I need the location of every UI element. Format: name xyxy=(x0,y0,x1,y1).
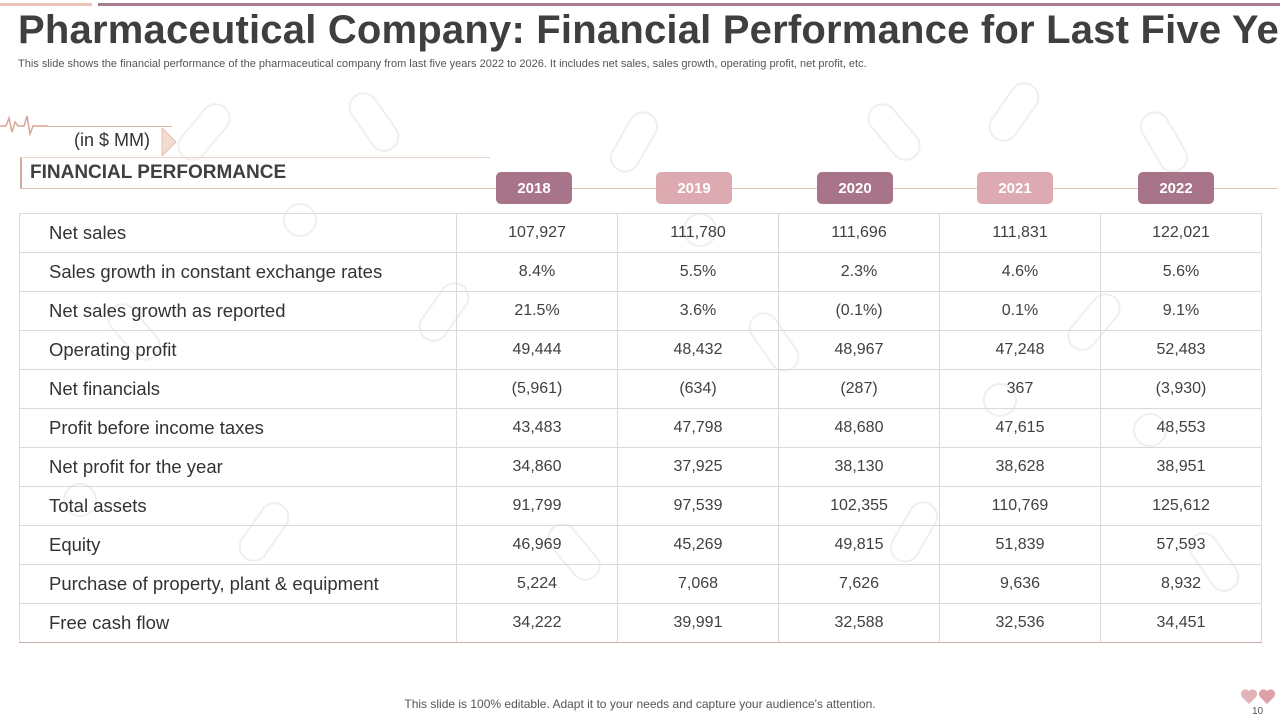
table-row: Net financials (5,961) (634) (287) 367 (3,930… xyxy=(19,369,1262,409)
year-header-pill: 2021 xyxy=(977,172,1053,204)
value-cell-2021: 51,839 xyxy=(939,525,1101,565)
value-cell-2018: 49,444 xyxy=(456,330,618,370)
section-title: FINANCIAL PERFORMANCE xyxy=(30,162,287,183)
value-cell-2020: 32,588 xyxy=(778,603,940,643)
value-cell-2021: 110,769 xyxy=(939,486,1101,526)
unit-line-divider xyxy=(42,126,172,127)
row-label: Purchase of property, plant & equipment xyxy=(19,564,457,604)
heartbeat-pulse-icon xyxy=(0,115,48,136)
value-cell-2022: 122,021 xyxy=(1100,213,1262,253)
value-cell-2018: 8.4% xyxy=(456,252,618,292)
value-cell-2022: 34,451 xyxy=(1100,603,1262,643)
value-cell-2022: (3,930) xyxy=(1100,369,1262,409)
hearts-logo-icon xyxy=(1240,689,1276,704)
value-cell-2019: 3.6% xyxy=(617,291,779,331)
table-row: Purchase of property, plant & equipment 5… xyxy=(19,564,1262,604)
value-cell-2020: 38,130 xyxy=(778,447,940,487)
table-row: Total assets 91,799 97,539 102,355 110,769 12… xyxy=(19,486,1262,526)
unit-label: (in $ MM) xyxy=(74,130,150,150)
value-cell-2021: 4.6% xyxy=(939,252,1101,292)
row-label: Net profit for the year xyxy=(19,447,457,487)
section-title-frame xyxy=(20,157,490,188)
slide-subtitle: This slide shows the financial performan… xyxy=(18,58,867,70)
value-cell-2018: 107,927 xyxy=(456,213,618,253)
value-cell-2020: 2.3% xyxy=(778,252,940,292)
table-row: Operating profit 49,444 48,432 48,967 47,248… xyxy=(19,330,1262,370)
year-header-pill: 2020 xyxy=(817,172,893,204)
row-label: Net sales growth as reported xyxy=(19,291,457,331)
table-row: Profit before income taxes 43,483 47,798 48… xyxy=(19,408,1262,448)
row-label: Net financials xyxy=(19,369,457,409)
value-cell-2019: 97,539 xyxy=(617,486,779,526)
value-cell-2021: 111,831 xyxy=(939,213,1101,253)
value-cell-2018: (5,961) xyxy=(456,369,618,409)
value-cell-2018: 43,483 xyxy=(456,408,618,448)
row-label: Sales growth in constant exchange rates xyxy=(19,252,457,292)
value-cell-2019: 111,780 xyxy=(617,213,779,253)
chevron-right-icon xyxy=(161,128,177,156)
year-header-pill: 2018 xyxy=(496,172,572,204)
year-header-pill: 2019 xyxy=(656,172,732,204)
table-row: Net profit for the year 34,860 37,925 38,13… xyxy=(19,447,1262,487)
value-cell-2021: 47,615 xyxy=(939,408,1101,448)
value-cell-2020: (0.1%) xyxy=(778,291,940,331)
value-cell-2021: 9,636 xyxy=(939,564,1101,604)
value-cell-2022: 9.1% xyxy=(1100,291,1262,331)
value-cell-2019: 5.5% xyxy=(617,252,779,292)
value-cell-2022: 52,483 xyxy=(1100,330,1262,370)
row-label: Profit before income taxes xyxy=(19,408,457,448)
value-cell-2020: 49,815 xyxy=(778,525,940,565)
value-cell-2020: 48,967 xyxy=(778,330,940,370)
value-cell-2018: 34,860 xyxy=(456,447,618,487)
value-cell-2020: 48,680 xyxy=(778,408,940,448)
value-cell-2022: 8,932 xyxy=(1100,564,1262,604)
value-cell-2022: 5.6% xyxy=(1100,252,1262,292)
value-cell-2018: 46,969 xyxy=(456,525,618,565)
table-row: Net sales growth as reported 21.5% 3.6% (0.… xyxy=(19,291,1262,331)
value-cell-2021: 47,248 xyxy=(939,330,1101,370)
value-cell-2019: 45,269 xyxy=(617,525,779,565)
row-label: Operating profit xyxy=(19,330,457,370)
top-accent-bar-right xyxy=(98,3,1280,6)
row-label: Free cash flow xyxy=(19,603,457,643)
table-row: Sales growth in constant exchange rates 8… xyxy=(19,252,1262,292)
value-cell-2018: 91,799 xyxy=(456,486,618,526)
value-cell-2019: 48,432 xyxy=(617,330,779,370)
value-cell-2022: 57,593 xyxy=(1100,525,1262,565)
value-cell-2020: (287) xyxy=(778,369,940,409)
table-row: Free cash flow 34,222 39,991 32,588 32,536 34… xyxy=(19,603,1262,643)
value-cell-2019: 7,068 xyxy=(617,564,779,604)
value-cell-2022: 48,553 xyxy=(1100,408,1262,448)
value-cell-2021: 32,536 xyxy=(939,603,1101,643)
row-label: Total assets xyxy=(19,486,457,526)
value-cell-2020: 111,696 xyxy=(778,213,940,253)
value-cell-2020: 102,355 xyxy=(778,486,940,526)
year-header-pill: 2022 xyxy=(1138,172,1214,204)
value-cell-2021: 38,628 xyxy=(939,447,1101,487)
page-number: 10 xyxy=(1252,706,1264,717)
value-cell-2019: 47,798 xyxy=(617,408,779,448)
section-underline-divider xyxy=(20,188,1278,189)
value-cell-2022: 38,951 xyxy=(1100,447,1262,487)
value-cell-2018: 21.5% xyxy=(456,291,618,331)
financial-performance-table: Net sales 107,927 111,780 111,696 111,831 122… xyxy=(19,213,1262,643)
value-cell-2021: 367 xyxy=(939,369,1101,409)
value-cell-2018: 5,224 xyxy=(456,564,618,604)
row-label: Net sales xyxy=(19,213,457,253)
table-row: Equity 46,969 45,269 49,815 51,839 57,593 xyxy=(19,525,1262,565)
row-label: Equity xyxy=(19,525,457,565)
slide-title: Pharmaceutical Company: Financial Perfor… xyxy=(18,8,1280,52)
value-cell-2021: 0.1% xyxy=(939,291,1101,331)
value-cell-2022: 125,612 xyxy=(1100,486,1262,526)
value-cell-2018: 34,222 xyxy=(456,603,618,643)
value-cell-2019: 37,925 xyxy=(617,447,779,487)
value-cell-2020: 7,626 xyxy=(778,564,940,604)
value-cell-2019: (634) xyxy=(617,369,779,409)
value-cell-2019: 39,991 xyxy=(617,603,779,643)
top-accent-bar-left xyxy=(0,3,92,6)
table-row: Net sales 107,927 111,780 111,696 111,831 122… xyxy=(19,213,1262,253)
footer-note: This slide is 100% editable. Adapt it to… xyxy=(404,697,876,711)
